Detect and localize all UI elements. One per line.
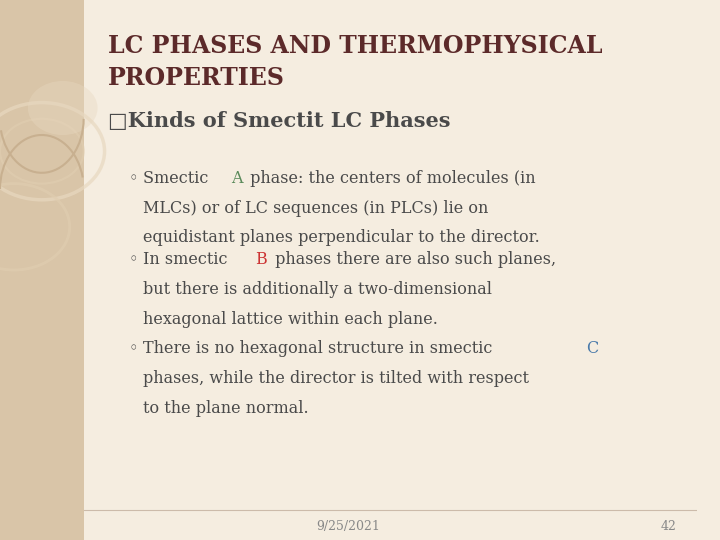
Text: ◦: ◦: [129, 340, 138, 357]
Text: B: B: [255, 251, 266, 268]
Text: LC PHASES AND THERMOPHYSICAL: LC PHASES AND THERMOPHYSICAL: [108, 34, 603, 58]
Text: ◦: ◦: [129, 251, 138, 268]
Text: hexagonal lattice within each plane.: hexagonal lattice within each plane.: [143, 310, 438, 327]
Text: In smectic: In smectic: [143, 251, 233, 268]
Text: phase: the centers of molecules (in: phase: the centers of molecules (in: [246, 170, 536, 187]
Text: 9/25/2021: 9/25/2021: [317, 520, 380, 533]
Text: phases there are also such planes,: phases there are also such planes,: [269, 251, 556, 268]
Text: equidistant planes perpendicular to the director.: equidistant planes perpendicular to the …: [143, 230, 539, 246]
Text: ◦: ◦: [129, 170, 138, 187]
Text: MLCs) or of LC sequences (in PLCs) lie on: MLCs) or of LC sequences (in PLCs) lie o…: [143, 200, 488, 217]
Text: but there is additionally a two-dimensional: but there is additionally a two-dimensio…: [143, 281, 492, 298]
Text: to the plane normal.: to the plane normal.: [143, 400, 308, 416]
Circle shape: [28, 81, 98, 135]
Text: Smectic: Smectic: [143, 170, 213, 187]
Text: phases, while the director is tilted with respect: phases, while the director is tilted wit…: [143, 370, 529, 387]
Text: There is no hexagonal structure in smectic: There is no hexagonal structure in smect…: [143, 340, 498, 357]
Text: PROPERTIES: PROPERTIES: [108, 66, 285, 90]
Text: □Kinds of Smectit LC Phases: □Kinds of Smectit LC Phases: [108, 111, 451, 132]
Text: 42: 42: [660, 520, 676, 533]
Text: A: A: [231, 170, 243, 187]
Bar: [0, 0, 84, 540]
Text: C: C: [585, 340, 598, 357]
